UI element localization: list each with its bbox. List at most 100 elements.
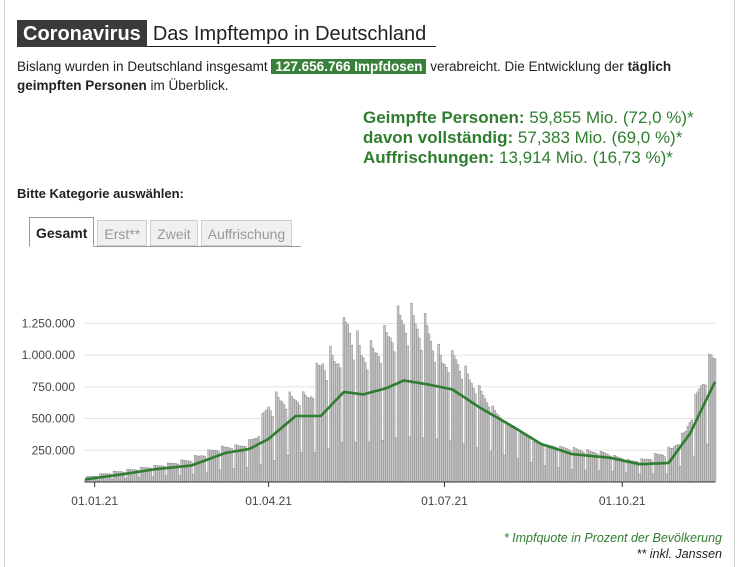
daily-bar <box>248 439 251 483</box>
daily-bar <box>520 433 523 483</box>
daily-bar <box>302 391 305 483</box>
daily-bar <box>356 330 359 483</box>
stat-value: 13,914 Mio. (16,73 %)* <box>494 148 673 167</box>
daily-bar <box>532 441 535 483</box>
daily-bar <box>534 442 537 483</box>
tab-gesamt[interactable]: Gesamt <box>29 217 95 247</box>
stat-vaccinated: Geimpfte Personen: 59,855 Mio. (72,0 %)* <box>363 108 723 128</box>
daily-bar <box>537 443 541 483</box>
daily-bar <box>694 394 697 483</box>
daily-bar <box>124 478 127 483</box>
tab-erst[interactable]: Erst** <box>97 220 148 246</box>
daily-bar <box>331 355 334 483</box>
daily-bar <box>195 455 199 483</box>
y-tick-label: 1.250.000 <box>22 316 76 330</box>
daily-bar <box>570 469 574 483</box>
daily-bar <box>317 364 321 483</box>
daily-bar <box>398 314 402 483</box>
daily-bar <box>396 305 400 483</box>
daily-bar <box>479 390 483 483</box>
daily-bar <box>404 333 407 483</box>
widget-frame <box>4 0 735 567</box>
daily-bar <box>213 450 216 483</box>
daily-bar <box>232 468 235 483</box>
daily-bar <box>250 439 253 483</box>
daily-bar <box>199 455 203 483</box>
daily-bar <box>400 320 404 483</box>
daily-bar <box>197 455 201 483</box>
intro-part-1: Bislang wurden in Deutschland insgesamt <box>17 59 272 74</box>
daily-bar <box>205 471 208 483</box>
daily-bar <box>547 445 550 483</box>
y-tick-label: 500.000 <box>32 412 76 426</box>
daily-bar <box>186 460 189 483</box>
daily-bar <box>653 453 657 483</box>
daily-bar <box>362 357 365 483</box>
daily-bar <box>595 453 599 483</box>
daily-bar <box>221 445 224 483</box>
daily-bar <box>568 450 572 483</box>
daily-bar <box>151 476 154 483</box>
daily-bar <box>211 450 214 483</box>
daily-bar <box>441 362 444 483</box>
daily-bar <box>271 416 274 483</box>
daily-bar <box>412 315 415 483</box>
daily-bar <box>553 446 556 483</box>
page-title: Das Impftempo in Deutschland <box>146 20 437 47</box>
daily-bar <box>309 396 313 483</box>
daily-bar <box>383 325 386 483</box>
daily-bar <box>346 324 349 483</box>
daily-bar <box>510 427 514 483</box>
daily-bar <box>333 361 336 483</box>
daily-bar <box>619 457 622 483</box>
daily-bar <box>452 355 456 483</box>
daily-bar <box>114 471 118 483</box>
tab-auffrischung[interactable]: Auffrischung <box>200 220 293 246</box>
daily-bar <box>207 449 210 483</box>
daily-bar <box>528 437 531 483</box>
daily-bar <box>406 345 409 483</box>
daily-bar <box>646 458 649 483</box>
daily-bar <box>288 391 292 483</box>
daily-bar <box>335 363 338 483</box>
daily-bar <box>518 432 521 483</box>
daily-bar <box>418 337 421 483</box>
daily-bar <box>365 369 369 483</box>
daily-bar <box>209 450 212 483</box>
daily-bar <box>661 454 664 483</box>
daily-bar <box>671 448 674 483</box>
tab-zweit[interactable]: Zweit <box>150 220 198 246</box>
kicker-label: Coronavirus <box>17 20 147 47</box>
daily-bar <box>420 350 423 483</box>
daily-bar <box>443 364 446 483</box>
daily-bar <box>325 380 328 483</box>
daily-bar <box>514 429 518 483</box>
daily-bar <box>640 458 643 483</box>
daily-bar <box>711 357 715 483</box>
daily-bar <box>669 448 672 483</box>
daily-bar <box>551 445 554 483</box>
daily-bar <box>300 452 303 483</box>
daily-bar <box>458 370 462 483</box>
daily-bar <box>522 434 525 483</box>
daily-bar <box>282 404 286 483</box>
daily-bar <box>416 328 419 483</box>
daily-bar <box>499 417 502 483</box>
daily-bar <box>584 469 587 483</box>
daily-bar <box>358 345 361 483</box>
daily-bar <box>623 459 626 483</box>
daily-bar <box>273 460 276 483</box>
daily-bar <box>464 365 467 483</box>
daily-bar <box>306 397 309 483</box>
daily-bar <box>508 426 512 483</box>
daily-bar <box>503 454 506 483</box>
daily-bar <box>501 419 504 483</box>
daily-bar <box>698 388 701 483</box>
daily-bar <box>621 458 624 483</box>
daily-bar <box>470 383 473 483</box>
daily-bar <box>294 399 297 483</box>
daily-bar <box>348 332 351 483</box>
daily-bar <box>379 363 382 483</box>
daily-bar <box>709 354 713 483</box>
daily-bar <box>323 370 326 483</box>
